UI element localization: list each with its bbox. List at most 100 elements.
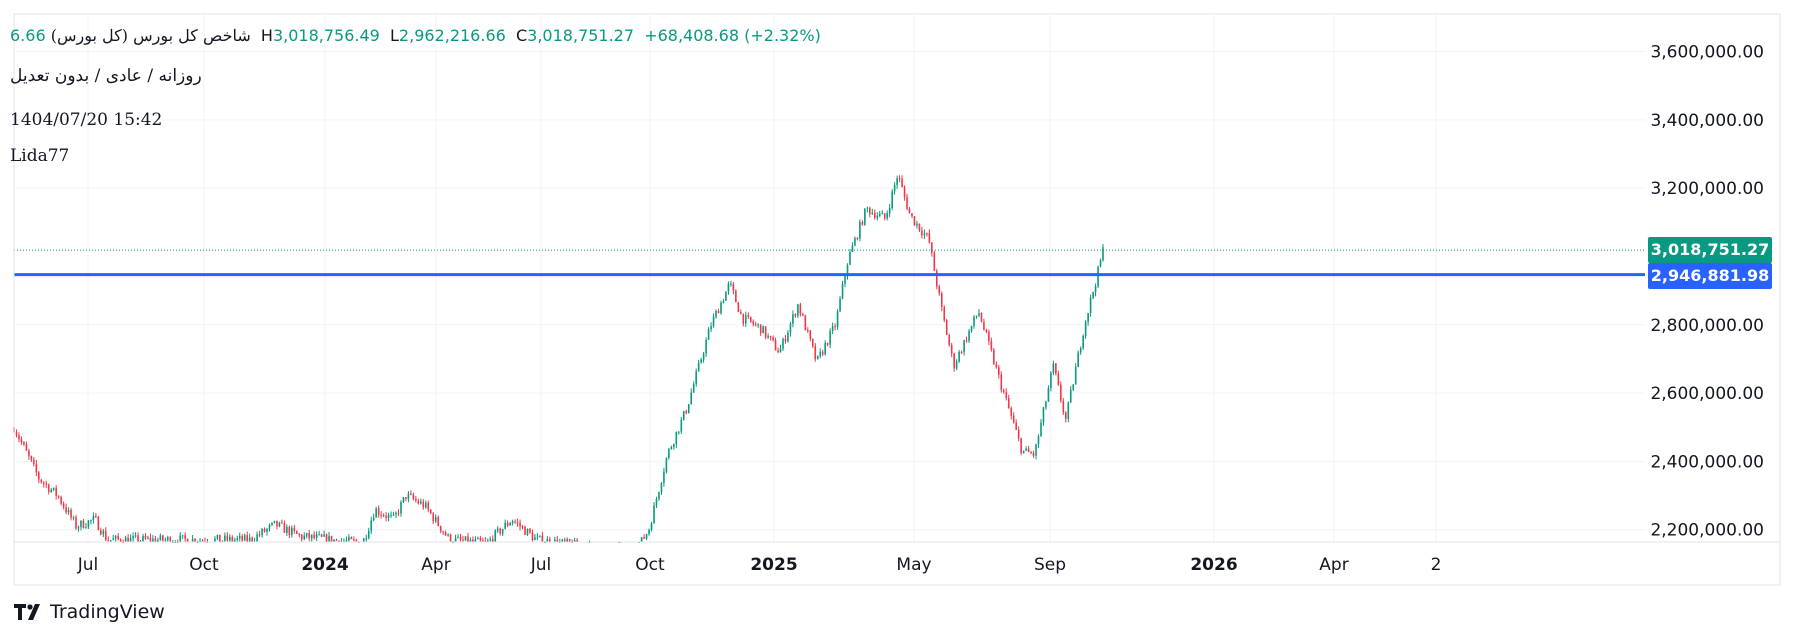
candle-body xyxy=(752,321,755,325)
candle-body xyxy=(883,213,886,219)
candle-body xyxy=(144,535,147,539)
candle-body xyxy=(891,191,893,208)
candle-body xyxy=(345,540,348,542)
candle-body xyxy=(315,534,318,539)
candle-body xyxy=(975,315,978,317)
candle-body xyxy=(754,324,757,326)
candle-body xyxy=(697,362,700,372)
candle-body xyxy=(640,537,643,542)
candle-body xyxy=(92,516,95,520)
candle-body xyxy=(281,522,283,524)
candle-body xyxy=(35,463,38,473)
candle-body xyxy=(149,537,152,542)
candle-body xyxy=(491,538,494,542)
candle-body xyxy=(147,537,149,539)
x-tick-label: Oct xyxy=(635,555,665,575)
candle-body xyxy=(1102,247,1104,261)
candle-body xyxy=(38,472,40,480)
candle-body xyxy=(727,283,730,292)
candle-body xyxy=(224,535,226,541)
candle-body xyxy=(645,534,648,539)
candle-body xyxy=(462,539,464,541)
symbol-title[interactable]: شاخص کل بورس (کل بورس) xyxy=(50,26,251,45)
candle-body xyxy=(1067,402,1070,419)
candle-body xyxy=(127,537,129,542)
candle-body xyxy=(442,531,444,533)
candle-body xyxy=(859,221,861,239)
candle-body xyxy=(429,509,432,514)
candle-body xyxy=(159,535,162,540)
candle-body xyxy=(154,538,157,542)
candle-body xyxy=(380,514,382,516)
candle-body xyxy=(821,351,824,355)
candle-body xyxy=(52,487,55,490)
candle-body xyxy=(310,534,313,539)
candle-body xyxy=(797,304,799,316)
candle-body xyxy=(1064,412,1067,419)
x-tick-label: 2026 xyxy=(1190,555,1237,575)
candle-body xyxy=(112,538,115,541)
candle-body xyxy=(283,523,286,533)
high-value: 3,018,756.49 xyxy=(272,26,380,45)
candle-body xyxy=(226,535,229,541)
candle-body xyxy=(256,534,258,542)
candle-body xyxy=(864,208,866,225)
candle-body xyxy=(1050,372,1052,389)
candle-body xyxy=(166,537,169,540)
candle-body xyxy=(921,230,923,236)
candle-body xyxy=(335,539,338,541)
candle-body xyxy=(1020,438,1022,454)
candle-body xyxy=(467,536,469,542)
candle-body xyxy=(948,334,951,346)
x-tick-label: May xyxy=(896,555,931,575)
candle-body xyxy=(417,500,420,504)
candle-body xyxy=(1089,297,1092,314)
candle-body xyxy=(477,537,479,540)
candle-body xyxy=(561,539,564,542)
candle-body xyxy=(194,538,196,542)
candle-body xyxy=(104,530,107,541)
candle-body xyxy=(1074,366,1077,385)
candle-body xyxy=(968,331,970,342)
tradingview-logo[interactable]: TradingView xyxy=(14,601,165,623)
candle-body xyxy=(410,493,412,495)
candle-body xyxy=(30,455,33,460)
candle-body xyxy=(993,349,995,365)
candle-body xyxy=(553,539,556,542)
candle-body xyxy=(705,340,707,354)
candle-body xyxy=(142,535,144,541)
candle-body xyxy=(834,326,836,328)
candle-body xyxy=(276,520,278,527)
candle-body xyxy=(563,539,566,542)
open-value: 6.66 xyxy=(10,26,46,45)
y-tick-label: 3,400,000.00 xyxy=(1650,111,1764,131)
candle-body xyxy=(673,444,675,448)
candle-body xyxy=(824,342,826,355)
candle-body xyxy=(424,502,427,508)
candle-body xyxy=(248,537,251,542)
candle-body xyxy=(787,332,789,342)
candle-body xyxy=(330,535,333,542)
candle-body xyxy=(980,313,983,322)
candle-body xyxy=(499,528,502,534)
candle-body xyxy=(789,323,792,333)
candle-body xyxy=(152,538,154,542)
candle-body xyxy=(33,459,35,464)
candle-body xyxy=(960,351,963,353)
candle-body xyxy=(648,529,650,535)
candle-body xyxy=(965,340,968,342)
candle-body xyxy=(233,540,236,542)
price-axis[interactable]: 3,600,000.00 3,400,000.00 3,200,000.00 2,80… xyxy=(1650,43,1764,541)
candle-body xyxy=(742,313,745,324)
candle-body xyxy=(767,335,769,338)
candle-body xyxy=(913,216,916,226)
candle-body xyxy=(375,508,377,518)
candle-body xyxy=(779,348,782,353)
candle-body xyxy=(20,439,23,443)
x-tick-label: Jul xyxy=(77,555,99,575)
candle-body xyxy=(1045,401,1047,408)
time-axis[interactable]: Jul Oct 2024 Apr Jul Oct 2025 May Sep 2026 Apr 2 xyxy=(14,541,1780,575)
candle-body xyxy=(246,535,248,542)
candle-body xyxy=(1037,436,1040,445)
